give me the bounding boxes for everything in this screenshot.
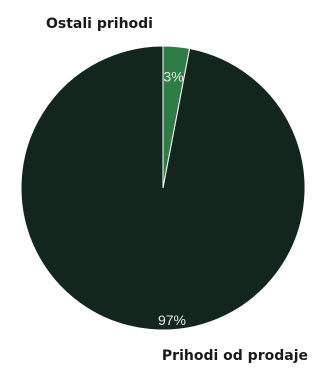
category-label-ostali-prihodi: Ostali prihodi xyxy=(46,16,153,32)
pie-slices xyxy=(20,45,306,331)
slice-value-label-prihodi-od-prodaje: 97% xyxy=(158,312,186,328)
slice-value-label-ostali-prihodi: 3% xyxy=(163,68,183,84)
pie-slice-prihodi-od-prodaje xyxy=(20,45,306,331)
category-label-prihodi-od-prodaje: Prihodi od prodaje xyxy=(162,348,308,364)
